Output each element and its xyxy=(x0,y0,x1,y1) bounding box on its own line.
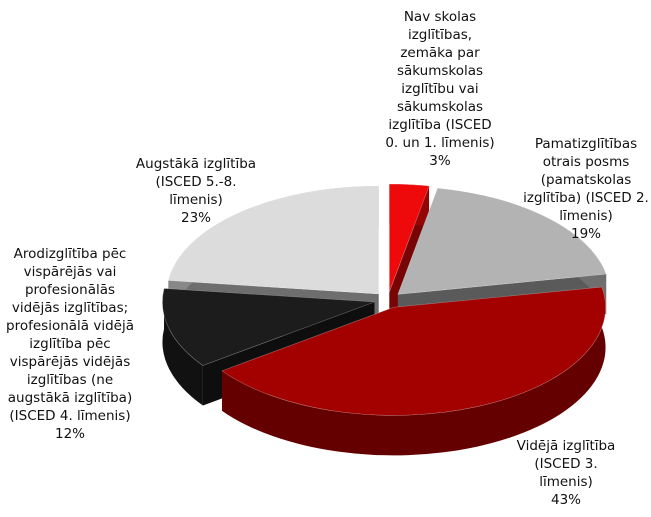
slice-side xyxy=(162,288,203,406)
data-label: Vidējā izglītība (ISCED 3. līmenis) 43% xyxy=(510,437,622,509)
slice xyxy=(221,286,606,456)
value-label: 23% xyxy=(180,210,211,226)
value-label: 3% xyxy=(429,153,451,169)
data-label: Augstākā izglītība (ISCED 5.-8. līmenis)… xyxy=(130,155,262,227)
slice xyxy=(221,286,606,416)
slice xyxy=(168,185,380,295)
data-label: Nav skolas izglītības, zemāka par sākums… xyxy=(384,8,496,170)
slice xyxy=(162,288,375,366)
value-label: 43% xyxy=(550,492,581,508)
slice xyxy=(397,187,607,295)
category-label: Arodizglītība pēc vispārējās vai profesi… xyxy=(6,246,134,424)
category-label: Pamatizglītības otrais posms (pamatskola… xyxy=(523,136,649,224)
category-label: Vidējā izglītība (ISCED 3. līmenis) xyxy=(516,438,616,490)
category-label: Augstākā izglītība (ISCED 5.-8. līmenis) xyxy=(135,156,257,208)
data-label: Pamatizglītības otrais posms (pamatskola… xyxy=(520,135,651,243)
value-label: 19% xyxy=(570,226,601,242)
value-label: 12% xyxy=(54,426,85,442)
slice-side xyxy=(222,287,606,456)
category-label: Nav skolas izglītības, zemāka par sākums… xyxy=(385,9,495,151)
slice xyxy=(389,183,430,293)
data-label: Arodizglītība pēc vispārējās vai profesi… xyxy=(0,245,140,443)
